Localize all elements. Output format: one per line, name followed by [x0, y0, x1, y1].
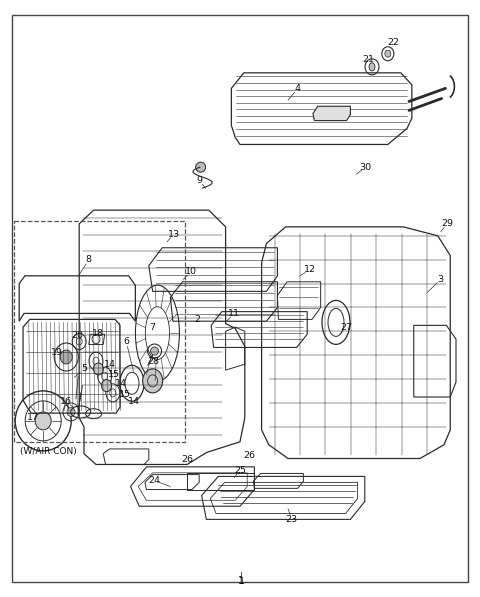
- Text: 18: 18: [92, 328, 104, 338]
- Text: 29: 29: [442, 219, 453, 229]
- Text: 23: 23: [286, 515, 298, 524]
- Text: 5: 5: [81, 364, 87, 374]
- Text: 22: 22: [387, 38, 399, 48]
- Text: (W/AIR CON): (W/AIR CON): [20, 447, 77, 456]
- Ellipse shape: [94, 363, 103, 375]
- Text: 14: 14: [128, 397, 139, 407]
- Ellipse shape: [67, 407, 75, 417]
- Text: 19: 19: [51, 347, 62, 357]
- Ellipse shape: [196, 162, 205, 172]
- Text: 9: 9: [196, 176, 202, 185]
- Ellipse shape: [369, 63, 375, 71]
- Text: 4: 4: [295, 84, 300, 93]
- Ellipse shape: [35, 412, 51, 430]
- Text: 12: 12: [304, 265, 316, 275]
- Ellipse shape: [143, 369, 163, 393]
- Text: 17: 17: [27, 413, 38, 423]
- Text: 28: 28: [148, 356, 159, 366]
- Text: 25: 25: [234, 466, 246, 475]
- Text: 1: 1: [239, 576, 244, 586]
- Text: 26: 26: [181, 454, 193, 464]
- Ellipse shape: [151, 347, 158, 355]
- Text: 8: 8: [86, 255, 92, 264]
- Text: 21: 21: [363, 55, 374, 64]
- Text: 3: 3: [438, 275, 444, 284]
- Text: 11: 11: [228, 309, 240, 318]
- Text: 14: 14: [115, 379, 127, 389]
- Text: 16: 16: [60, 396, 72, 406]
- Text: 13: 13: [168, 229, 180, 239]
- Text: 15: 15: [119, 389, 131, 399]
- Text: 1: 1: [239, 577, 244, 586]
- Bar: [14, 221, 185, 442]
- Ellipse shape: [385, 50, 391, 57]
- Text: 6: 6: [123, 337, 129, 346]
- Text: 26: 26: [244, 451, 256, 460]
- Text: 24: 24: [149, 476, 160, 485]
- Text: 30: 30: [360, 162, 372, 172]
- Text: 7: 7: [150, 322, 156, 332]
- Ellipse shape: [102, 380, 111, 392]
- Text: 10: 10: [185, 267, 197, 276]
- Text: 15: 15: [108, 370, 120, 380]
- Polygon shape: [313, 106, 350, 121]
- Text: 2: 2: [194, 315, 200, 324]
- Text: 14: 14: [105, 359, 117, 369]
- Text: 27: 27: [341, 322, 352, 332]
- Ellipse shape: [60, 350, 72, 364]
- Text: 20: 20: [72, 331, 84, 340]
